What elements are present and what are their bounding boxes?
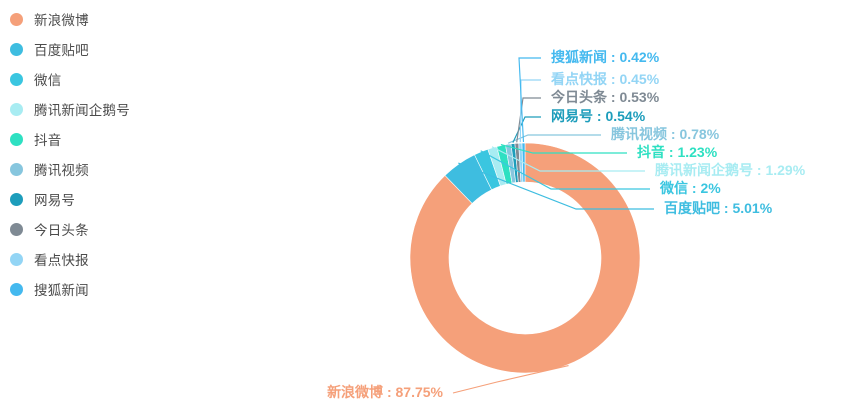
label-leader-line: [480, 150, 650, 190]
donut-slices: [409, 142, 641, 374]
legend-item-label: 网易号: [34, 193, 76, 208]
legend-color-swatch-icon: [10, 132, 23, 146]
label-leader-line: [512, 116, 541, 143]
legend-item[interactable]: 微信: [8, 64, 198, 94]
slice-labels: 新浪微博 : 87.75% 百度贴吧 : 5.01% 微信 : 2% 腾讯新闻企鹅号 …: [327, 49, 806, 400]
legend-color-swatch-icon: [10, 72, 23, 86]
label-leader-line: [458, 162, 654, 210]
slice-value-label: 腾讯新闻企鹅号 : 1.29%: [655, 162, 806, 178]
label-leader-line: [516, 97, 541, 143]
legend-item-label: 抖音: [34, 133, 62, 148]
legend-color-swatch-icon: [10, 42, 23, 56]
legend-item[interactable]: 腾讯新闻企鹅号: [8, 94, 198, 124]
slice-value-label: 看点快报 : 0.45%: [550, 71, 660, 87]
legend-item[interactable]: 搜狐新闻: [8, 274, 198, 304]
legend-color-swatch-icon: [10, 282, 23, 296]
slice-value-label: 新浪微博 : 87.75%: [327, 384, 443, 400]
legend-color-swatch-icon: [10, 12, 23, 26]
chart-legend: 新浪微博百度贴吧微信腾讯新闻企鹅号 抖音腾讯视频网易号今日头条看点快报搜狐新闻: [8, 4, 198, 304]
legend-item[interactable]: 今日头条: [8, 214, 198, 244]
legend-item-label: 搜狐新闻: [34, 283, 89, 298]
legend-color-swatch-icon: [10, 162, 23, 176]
slice-value-label: 腾讯视频 : 0.78%: [611, 126, 720, 142]
label-leader-line: [507, 134, 601, 144]
legend-item[interactable]: 抖音: [8, 124, 198, 154]
legend-item-label: 今日头条: [34, 223, 89, 238]
legend-item-label: 腾讯新闻企鹅号: [34, 103, 130, 118]
legend-color-swatch-icon: [10, 102, 23, 116]
legend-item[interactable]: 看点快报: [8, 244, 198, 274]
slice-value-label: 抖音 : 1.23%: [637, 144, 718, 160]
slice-value-label: 网易号 : 0.54%: [551, 108, 646, 124]
legend-item-label: 看点快报: [34, 253, 89, 268]
legend-item-label: 百度贴吧: [34, 43, 89, 58]
label-leader-line: [452, 364, 569, 394]
legend-color-swatch-icon: [10, 192, 23, 206]
slice-value-label: 搜狐新闻 : 0.42%: [551, 49, 660, 65]
legend-item[interactable]: 新浪微博: [8, 4, 198, 34]
slice-value-label: 今日头条 : 0.53%: [550, 89, 660, 105]
legend-item[interactable]: 百度贴吧: [8, 34, 198, 64]
slice-value-label: 百度贴吧 : 5.01%: [664, 200, 773, 216]
legend-item-label: 新浪微博: [34, 13, 89, 28]
legend-item-label: 腾讯视频: [34, 163, 89, 178]
legend-item[interactable]: 腾讯视频: [8, 154, 198, 184]
donut-slice[interactable]: [409, 142, 641, 374]
label-leader-line: [518, 57, 541, 143]
label-leader-line: [491, 146, 645, 172]
legend-color-swatch-icon: [10, 252, 23, 266]
legend-item-label: 微信: [34, 73, 62, 88]
legend-color-swatch-icon: [10, 222, 23, 236]
label-leader-lines: [452, 57, 654, 394]
label-leader-line: [519, 79, 541, 143]
label-leader-line: [500, 143, 627, 154]
legend-item[interactable]: 网易号: [8, 184, 198, 214]
slice-value-label: 微信 : 2%: [659, 180, 721, 196]
